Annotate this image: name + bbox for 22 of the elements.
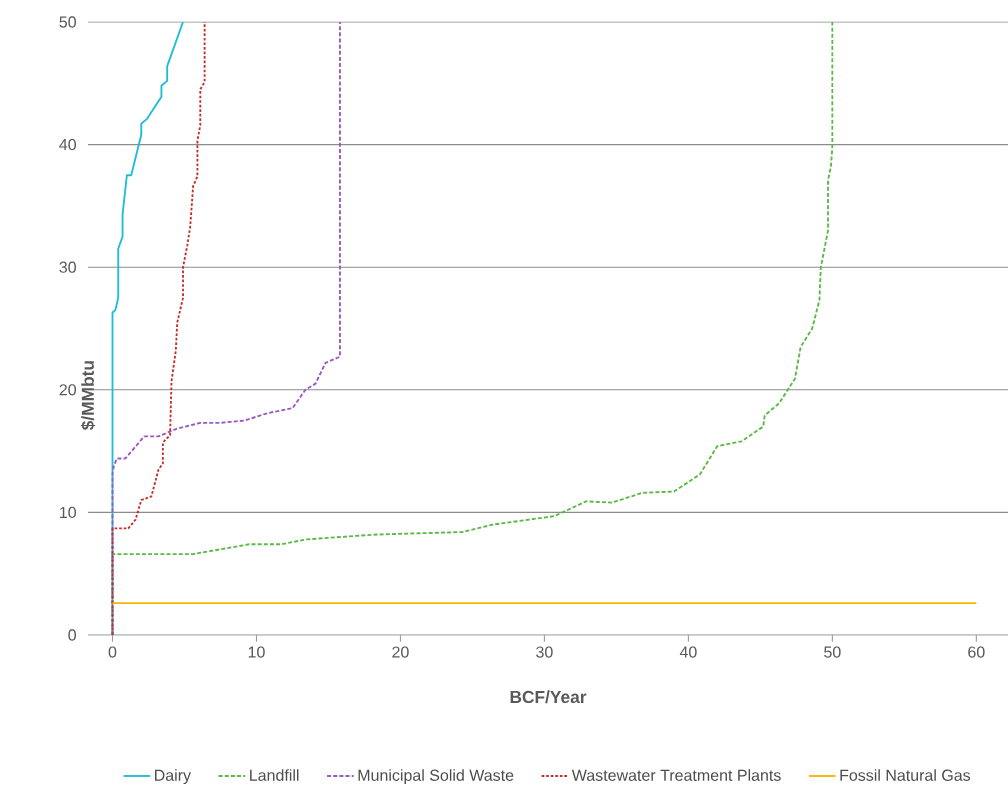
y-axis-title: $/MMbtu: [80, 361, 96, 431]
x-axis-title: BCF/Year: [510, 690, 587, 704]
x-tick-label: 60: [968, 646, 985, 658]
x-tick-label: 30: [536, 646, 553, 658]
legend-label: Landfill: [250, 769, 299, 781]
y-tick-label: 0: [68, 629, 76, 641]
line-series: [111, 22, 341, 635]
y-tick-label: 50: [59, 16, 76, 28]
y-tick-label: 10: [60, 506, 76, 519]
x-tick-label: 50: [824, 646, 841, 658]
x-tick-label: 40: [679, 646, 697, 658]
legend-label: Municipal Solid Waste: [358, 769, 514, 785]
x-tick-label: 20: [392, 646, 409, 658]
legend-label: Dairy: [155, 769, 191, 785]
y-tick-label: 40: [59, 138, 76, 151]
y-tick-label: 20: [59, 384, 76, 396]
legend-label: Fossil Natural Gas: [840, 769, 971, 781]
x-tick-label: 10: [248, 646, 265, 658]
line-series: [111, 22, 206, 635]
legend-label: Wastewater Treatment Plants: [571, 769, 781, 781]
y-tick-label: 30: [59, 261, 76, 273]
x-tick-label: 0: [108, 646, 117, 658]
